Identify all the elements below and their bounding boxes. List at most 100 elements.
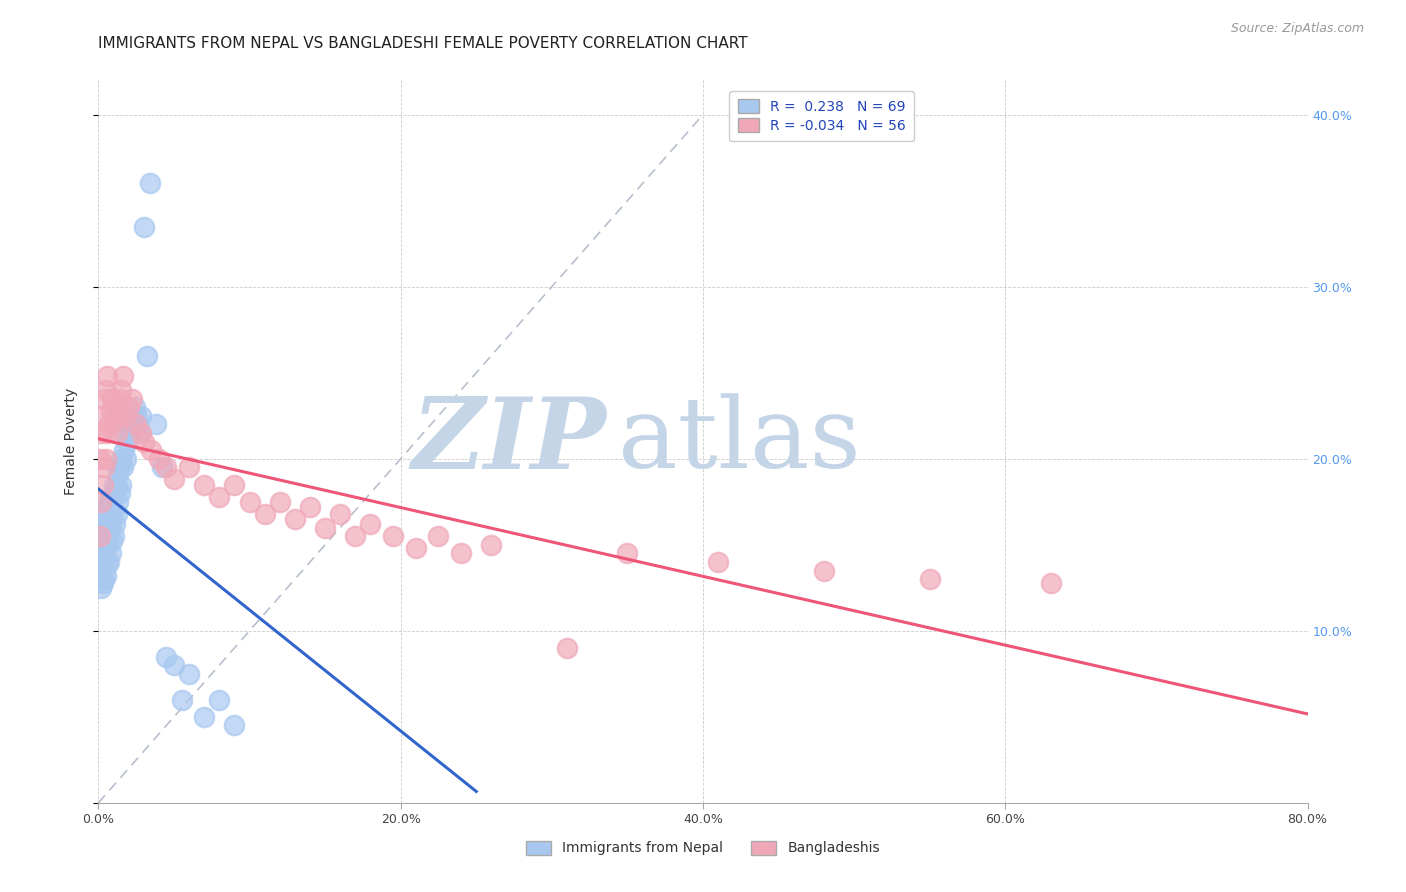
Point xyxy=(100,546,122,560)
Point xyxy=(91,409,114,423)
Text: IMMIGRANTS FROM NEPAL VS BANGLADESHI FEMALE POVERTY CORRELATION CHART: IMMIGRANTS FROM NEPAL VS BANGLADESHI FEM… xyxy=(98,36,748,51)
Point xyxy=(100,403,122,417)
Point xyxy=(100,517,122,532)
Point xyxy=(481,538,503,552)
Point xyxy=(98,555,121,569)
Point xyxy=(616,546,638,560)
Point xyxy=(104,486,127,500)
Point xyxy=(111,460,134,475)
Point xyxy=(111,369,134,384)
Point xyxy=(96,529,118,543)
Point xyxy=(121,392,143,406)
Y-axis label: Female Poverty: Female Poverty xyxy=(63,388,77,495)
Point xyxy=(118,400,141,414)
Point xyxy=(91,555,114,569)
Point xyxy=(125,417,148,432)
Point xyxy=(98,524,121,538)
Point xyxy=(193,710,215,724)
Point xyxy=(98,417,121,432)
Point xyxy=(105,425,128,440)
Point xyxy=(129,409,152,423)
Legend: Immigrants from Nepal, Bangladeshis: Immigrants from Nepal, Bangladeshis xyxy=(520,835,886,861)
Point xyxy=(224,477,246,491)
Point xyxy=(114,409,136,423)
Point xyxy=(104,400,127,414)
Point xyxy=(224,718,246,732)
Point xyxy=(269,494,291,508)
Point xyxy=(93,524,115,538)
Point xyxy=(94,568,117,582)
Point xyxy=(103,477,125,491)
Point xyxy=(360,517,382,532)
Point xyxy=(118,417,141,432)
Point xyxy=(101,534,124,549)
Point xyxy=(141,443,163,458)
Point xyxy=(90,541,112,556)
Point xyxy=(344,529,367,543)
Point xyxy=(89,546,111,560)
Point xyxy=(208,490,231,504)
Point xyxy=(163,658,186,673)
Point xyxy=(93,392,115,406)
Point xyxy=(94,451,117,466)
Point xyxy=(89,529,111,543)
Point xyxy=(132,434,155,449)
Point xyxy=(114,451,136,466)
Point xyxy=(94,517,117,532)
Point xyxy=(114,425,136,440)
Point xyxy=(91,477,114,491)
Point xyxy=(121,409,143,423)
Point xyxy=(98,494,121,508)
Point xyxy=(179,666,201,681)
Point xyxy=(96,425,118,440)
Point xyxy=(96,503,118,517)
Point xyxy=(110,383,132,397)
Point xyxy=(450,546,472,560)
Point xyxy=(139,177,162,191)
Point xyxy=(96,369,118,384)
Point xyxy=(148,451,170,466)
Point xyxy=(112,443,135,458)
Point xyxy=(103,503,125,517)
Text: ZIP: ZIP xyxy=(412,393,606,490)
Point xyxy=(115,434,138,449)
Point xyxy=(129,425,152,440)
Point xyxy=(239,494,262,508)
Point xyxy=(94,500,117,514)
Point xyxy=(93,546,115,560)
Point xyxy=(105,477,128,491)
Point xyxy=(155,460,177,475)
Point xyxy=(91,575,114,590)
Point xyxy=(91,507,114,521)
Point xyxy=(105,507,128,521)
Point xyxy=(110,477,132,491)
Point xyxy=(135,349,157,363)
Point xyxy=(96,558,118,573)
Point xyxy=(103,529,125,543)
Point xyxy=(284,512,307,526)
Point xyxy=(90,581,112,595)
Point xyxy=(125,409,148,423)
Point xyxy=(101,507,124,521)
Point xyxy=(150,460,173,475)
Point xyxy=(122,417,145,432)
Point xyxy=(93,460,115,475)
Point xyxy=(91,529,114,543)
Point xyxy=(90,425,112,440)
Point xyxy=(94,541,117,556)
Point xyxy=(89,512,111,526)
Text: Source: ZipAtlas.com: Source: ZipAtlas.com xyxy=(1230,22,1364,36)
Point xyxy=(107,466,129,480)
Point xyxy=(145,417,167,432)
Point xyxy=(101,392,124,406)
Point xyxy=(110,451,132,466)
Point xyxy=(253,507,276,521)
Point xyxy=(329,507,352,521)
Point xyxy=(1039,575,1062,590)
Point xyxy=(427,529,450,543)
Text: atlas: atlas xyxy=(619,393,860,490)
Point xyxy=(90,494,112,508)
Point xyxy=(193,477,215,491)
Point xyxy=(179,460,201,475)
Point xyxy=(299,500,322,514)
